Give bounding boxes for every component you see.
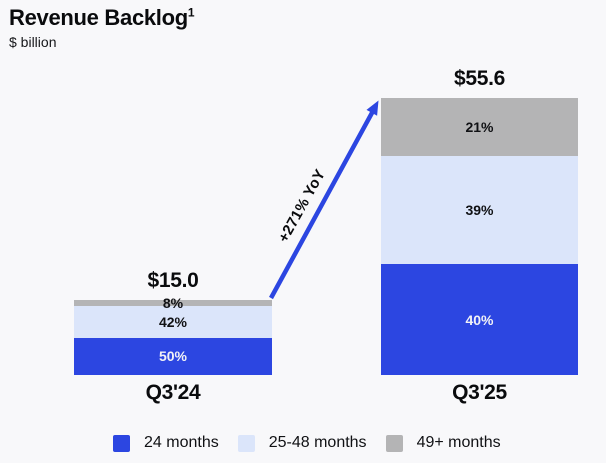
bar-total-label-q325: $55.6 <box>453 67 506 90</box>
chart-title-text: Revenue Backlog <box>9 5 188 30</box>
legend-item-25-48-months: 25-48 months <box>237 434 367 452</box>
legend-swatch-49-plus-months <box>385 434 403 452</box>
legend-swatch-25-48-months <box>237 434 255 452</box>
chart-subtitle: $ billion <box>9 34 57 51</box>
chart-header: Revenue Backlog1 $ billion <box>9 5 195 51</box>
bar-segment-q324-49-months: 8% <box>74 296 272 310</box>
chart-title: Revenue Backlog1 <box>9 5 195 31</box>
bar-segment-q325-24-months: 40% <box>381 264 578 375</box>
stacked-bar-q325: 21% 39% 40% <box>381 98 578 375</box>
bar-segment-q325-25-48-months: 39% <box>381 156 578 265</box>
bar-segment-q324-24-months: 50% <box>74 337 272 375</box>
legend: 24 months 25-48 months 49+ months <box>113 434 501 452</box>
x-axis-label-q325: Q3'25 <box>452 381 507 404</box>
bar-segment-percent-label: 21% <box>465 119 494 136</box>
x-axis-label-q324: Q3'24 <box>145 381 201 404</box>
legend-label-25-48-months: 25-48 months <box>268 434 367 451</box>
bar-segment-percent-label: 40% <box>465 311 494 328</box>
growth-annotation: +271% YoY <box>274 166 330 246</box>
footnote-superscript: 1 <box>187 5 195 20</box>
bar-segment-percent-label: 42% <box>158 313 188 330</box>
bar-segment-percent-label: 50% <box>158 348 188 365</box>
legend-item-49-plus-months: 49+ months <box>385 434 501 452</box>
legend-swatch-24-months <box>113 434 130 452</box>
bar-segment-q325-49-months: 21% <box>381 98 578 157</box>
bar-segment-q324-25-48-months: 42% <box>74 306 272 338</box>
legend-item-24-months: 24 months <box>113 434 219 452</box>
legend-label-24-months: 24 months <box>144 434 219 451</box>
bar-segment-percent-label: 8% <box>162 295 184 312</box>
legend-label-49-plus-months: 49+ months <box>416 434 501 451</box>
stacked-bar-q324: 8% 42% 50% <box>74 296 272 375</box>
bar-total-label-q324: $15.0 <box>147 269 199 293</box>
bar-segment-percent-label: 39% <box>465 202 494 219</box>
